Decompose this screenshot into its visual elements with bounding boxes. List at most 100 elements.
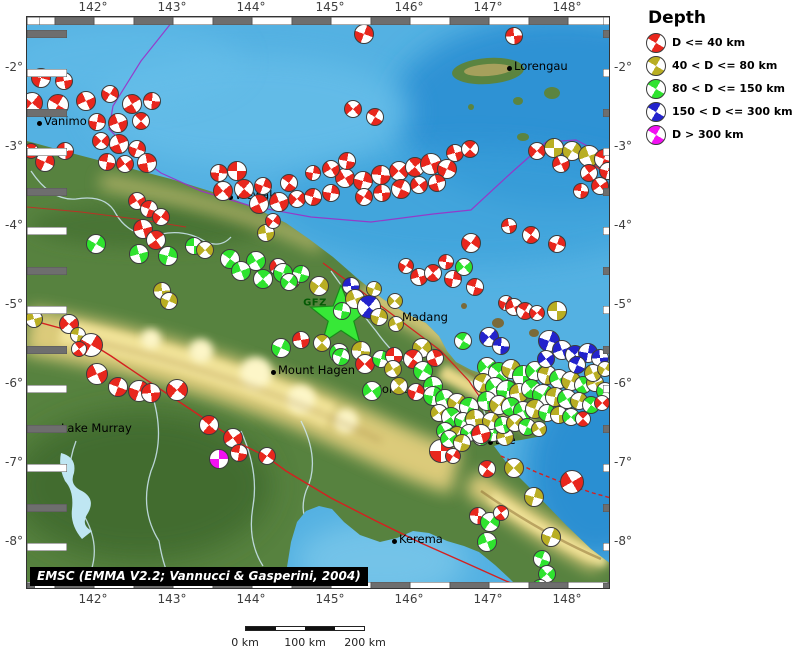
focal-mechanism-beachball: [424, 264, 442, 282]
focal-mechanism-beachball: [141, 383, 161, 403]
focal-mechanism-beachball: [501, 218, 517, 234]
frame-border-horizontal: [370, 582, 410, 588]
focal-mechanism-beachball: [92, 132, 110, 150]
focal-mechanism-beachball: [196, 241, 214, 259]
frame-border-vertical: [27, 503, 67, 512]
islands: [452, 57, 560, 337]
frame-border-vertical: [27, 187, 67, 196]
scale-bar-segment: [246, 627, 276, 630]
axis-tick-label: 145°: [315, 592, 345, 606]
focal-mechanism-beachball: [384, 360, 402, 378]
axis-tick-label: 142°: [78, 0, 108, 14]
frame-border-vertical: [603, 345, 609, 354]
frame-border-vertical: [603, 187, 609, 196]
focal-mechanism-beachball: [453, 434, 471, 452]
scale-bar-label: 100 km: [284, 636, 326, 649]
axis-tick-label: -6°: [5, 376, 23, 390]
focal-mechanism-beachball: [362, 381, 382, 401]
city-dot: [392, 539, 397, 544]
frame-border-vertical: [27, 424, 67, 433]
frame-border-vertical: [27, 464, 67, 472]
focal-mechanism-beachball: [568, 356, 586, 374]
focal-mechanism-beachball: [158, 246, 178, 266]
frame-border-vertical: [603, 69, 609, 77]
legend-beachball-icon: [646, 79, 666, 99]
focal-mechanism-beachball: [366, 108, 384, 126]
focal-mechanism-beachball: [504, 458, 524, 478]
focal-mechanism-beachball: [560, 470, 584, 494]
city-label: Mount Hagen: [278, 363, 356, 377]
map-canvas[interactable]: VanimoLorengauWewakMadangMount HagenGoro…: [26, 16, 610, 589]
frame-border-horizontal: [410, 582, 450, 588]
focal-mechanism-beachball: [166, 379, 188, 401]
focal-mechanism-beachball: [478, 460, 496, 478]
axis-tick-label: 146°: [394, 592, 424, 606]
city-label: Lake Murray: [61, 421, 132, 435]
frame-border-horizontal: [449, 582, 489, 588]
focal-mechanism-beachball: [322, 184, 340, 202]
focal-mechanism-beachball: [122, 94, 142, 114]
focal-mechanism-beachball: [524, 487, 544, 507]
focal-mechanism-beachball: [370, 308, 388, 326]
focal-mechanism-beachball: [86, 234, 106, 254]
axis-tick-label: -5°: [614, 297, 632, 311]
frame-border-horizontal: [449, 17, 489, 25]
frame-border-vertical: [27, 543, 67, 551]
focal-mechanism-beachball: [254, 177, 272, 195]
focal-mechanism-beachball: [390, 377, 408, 395]
frame-border-vertical: [603, 227, 609, 235]
frame-border-horizontal: [94, 17, 134, 25]
focal-mechanism-beachball: [108, 113, 128, 133]
focal-mechanism-beachball: [454, 332, 472, 350]
scale-bar-label: 200 km: [344, 636, 386, 649]
focal-mechanism-beachball: [88, 113, 106, 131]
axis-tick-label: -4°: [5, 218, 23, 232]
depth-legend: Depth D <= 40 km 40 < D <= 80 km 80 < D <=…: [638, 8, 794, 147]
focal-mechanism-beachball: [354, 24, 374, 44]
frame-border-vertical: [603, 582, 609, 588]
focal-mechanism-beachball: [594, 395, 609, 411]
focal-mechanism-beachball: [258, 447, 276, 465]
focal-mechanism-beachball: [445, 448, 461, 464]
frame-border-horizontal: [54, 17, 94, 25]
focal-mechanism-beachball: [493, 505, 509, 521]
legend-item-label: 80 < D <= 150 km: [672, 82, 785, 95]
frame-border-horizontal: [489, 582, 529, 588]
legend-item: 80 < D <= 150 km: [638, 78, 794, 101]
focal-mechanism-beachball: [313, 334, 331, 352]
focal-mechanism-beachball: [471, 424, 491, 444]
frame-border-vertical: [603, 424, 609, 433]
focal-mechanism-beachball: [344, 100, 362, 118]
frame-border-horizontal: [291, 17, 331, 25]
frame-border-vertical: [603, 306, 609, 314]
focal-mechanism-beachball: [531, 421, 547, 437]
focal-mechanism-beachball: [333, 302, 351, 320]
legend-item: D > 300 km: [638, 124, 794, 147]
focal-mechanism-beachball: [292, 331, 310, 349]
axis-tick-label: -2°: [614, 60, 632, 74]
frame-border-horizontal: [133, 17, 173, 25]
axis-tick-label: 146°: [394, 0, 424, 14]
focal-mechanism-beachball: [522, 226, 540, 244]
city-dot: [488, 440, 493, 445]
focal-mechanism-beachball: [398, 258, 414, 274]
legend-beachball-icon: [646, 102, 666, 122]
legend-item: D <= 40 km: [638, 32, 794, 55]
focal-mechanism-beachball: [575, 411, 591, 427]
focal-mechanism-beachball: [234, 179, 254, 199]
frame-border-horizontal: [528, 17, 568, 25]
focal-mechanism-beachball: [444, 270, 462, 288]
focal-mechanism-beachball: [146, 230, 166, 250]
focal-mechanism-beachball: [541, 527, 561, 547]
focal-mechanism-beachball: [438, 254, 454, 270]
focal-mechanism-beachball: [129, 244, 149, 264]
focal-mechanism-beachball: [132, 112, 150, 130]
focal-mechanism-beachball: [143, 92, 161, 110]
focal-mechanism-beachball: [547, 301, 567, 321]
focal-mechanism-beachball: [573, 183, 589, 199]
axis-tick-label: 148°: [552, 0, 582, 14]
focal-mechanism-beachball: [455, 258, 473, 276]
city-label: Kerema: [399, 532, 443, 546]
legend-beachball-icon: [646, 33, 666, 53]
